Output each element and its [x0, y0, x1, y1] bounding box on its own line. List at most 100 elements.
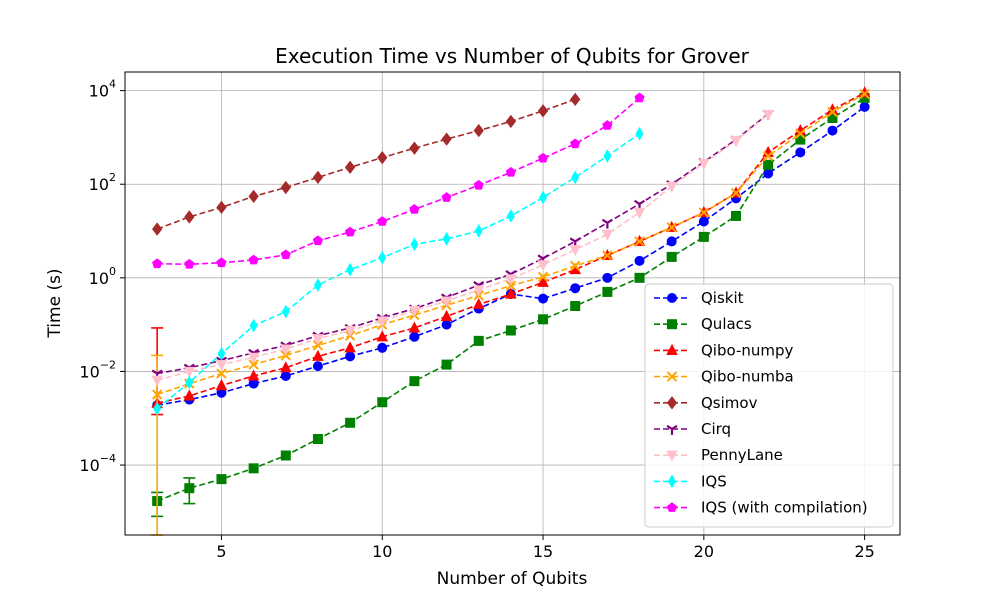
legend-swatch-marker: [666, 424, 678, 435]
legend-swatch-marker: [666, 343, 678, 355]
legend-item-qibo-numpy: Qibo-numpy: [654, 341, 794, 359]
legend-item-pennylane: PennyLane: [654, 446, 783, 464]
series-line: [156, 97, 866, 502]
legend-item-qulacs: Qulacs: [654, 315, 752, 333]
data-point: [312, 235, 324, 246]
data-point: [280, 180, 291, 195]
legend-label: Qsimov: [701, 394, 758, 412]
data-point: [539, 190, 548, 205]
data-point: [473, 123, 484, 138]
data-point: [505, 166, 516, 177]
data-point: [249, 318, 258, 333]
data-point: [506, 209, 515, 223]
data-point: [344, 160, 356, 174]
legend-box: [644, 283, 894, 528]
data-point: [345, 417, 356, 428]
data-point: [313, 278, 322, 292]
series-qsimov: [152, 92, 581, 236]
data-point: [537, 260, 549, 272]
data-point: [346, 262, 355, 277]
data-point: [409, 141, 420, 155]
data-point: [730, 210, 741, 221]
data-point: [795, 147, 806, 158]
x-tick-label: 10: [372, 542, 392, 561]
data-point: [248, 359, 259, 370]
chart-title: Execution Time vs Number of Qubits for G…: [275, 44, 750, 68]
legend-item-iqs-with-compilation: IQS (with compilation): [654, 499, 868, 517]
data-point: [184, 483, 195, 494]
series-iqs: [153, 126, 644, 416]
series-line: [157, 113, 769, 375]
data-point: [280, 249, 291, 260]
data-point: [634, 92, 645, 103]
plot-frame: [124, 71, 901, 536]
legend-item-iqs: IQS: [654, 472, 727, 490]
legend-label: Qibo-numba: [701, 368, 794, 386]
data-point: [151, 389, 163, 400]
data-point: [570, 301, 581, 312]
data-point: [280, 361, 292, 373]
data-point: [441, 319, 452, 330]
data-point: [538, 314, 549, 325]
legend-swatch-marker: [666, 450, 678, 462]
data-point: [152, 222, 163, 236]
data-point: [184, 210, 195, 224]
data-point: [409, 204, 420, 214]
series-line: [156, 133, 640, 410]
data-point: [859, 101, 870, 112]
legend-label: IQS: [701, 472, 727, 490]
series-pennylane: [151, 109, 774, 387]
data-point: [570, 92, 581, 107]
data-point: [505, 287, 517, 299]
data-point: [345, 226, 356, 237]
data-point: [409, 331, 420, 342]
data-point: [408, 321, 421, 333]
data-point: [376, 330, 389, 342]
data-point: [730, 136, 742, 148]
data-point: [441, 359, 452, 370]
data-point: [216, 368, 227, 379]
data-point: [312, 334, 324, 346]
data-point: [280, 344, 292, 356]
data-point: [537, 275, 549, 287]
data-point: [247, 352, 260, 364]
data-point: [633, 207, 646, 219]
data-point: [569, 245, 581, 257]
series-iqs-with-compilation: [152, 92, 645, 269]
data-point: [635, 126, 644, 141]
data-point: [537, 152, 549, 163]
data-point: [442, 232, 451, 246]
data-point: [312, 434, 323, 445]
data-point: [410, 237, 419, 252]
data-point: [248, 189, 259, 204]
data-point: [281, 304, 290, 319]
x-tick-label: 5: [216, 542, 226, 561]
data-point: [378, 250, 387, 265]
legend-item-qsimov: Qsimov: [654, 394, 758, 412]
data-point: [505, 274, 517, 286]
x-tick-label: 20: [694, 542, 714, 561]
x-axis-label: Number of Qubits: [437, 569, 588, 589]
data-point: [345, 351, 356, 362]
data-point: [538, 293, 549, 304]
y-tick-label: 104: [89, 78, 116, 101]
data-point: [441, 132, 452, 146]
data-point: [602, 272, 613, 283]
data-point: [215, 379, 228, 391]
data-point: [248, 254, 259, 265]
data-point: [634, 272, 645, 283]
y-tick-label: 10−4: [79, 452, 116, 475]
legend-item-cirq: Cirq: [654, 420, 731, 438]
data-point: [280, 450, 291, 461]
data-point: [763, 159, 774, 170]
data-point: [376, 316, 389, 328]
data-point: [601, 229, 614, 241]
data-point: [377, 342, 388, 353]
data-point: [762, 109, 774, 121]
data-point: [344, 341, 356, 353]
data-point: [312, 340, 324, 351]
legend-label: PennyLane: [701, 446, 783, 464]
series-line: [156, 113, 769, 381]
legend-swatch-marker: [667, 293, 677, 303]
data-point: [601, 218, 613, 229]
